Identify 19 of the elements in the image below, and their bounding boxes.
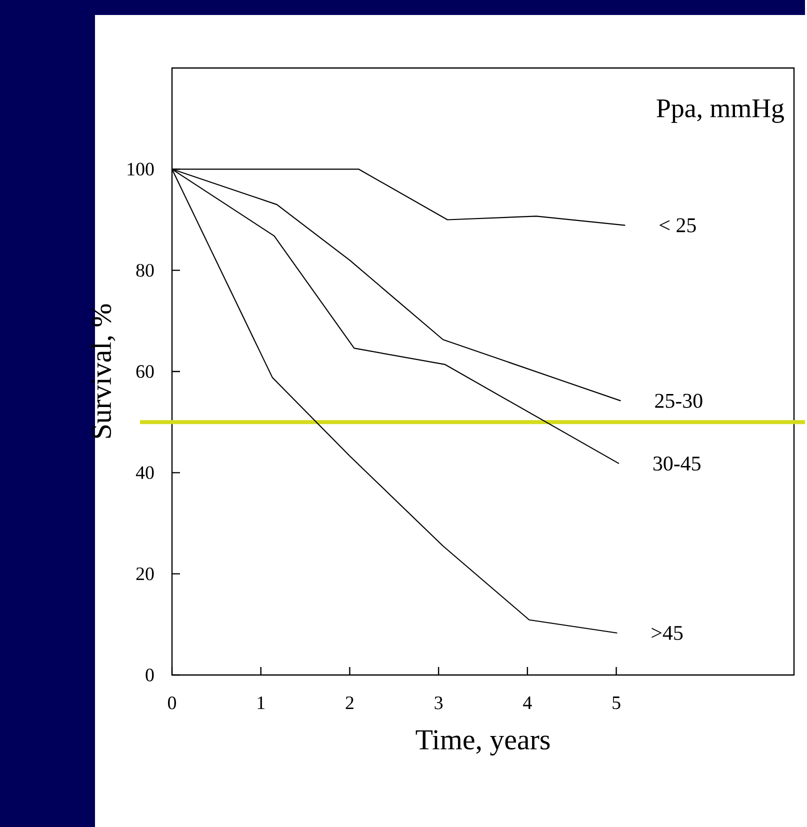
x-tick-label: 2	[346, 696, 354, 710]
x-tick-label: 1	[258, 696, 264, 710]
x-tick-label: 3	[434, 696, 443, 710]
y-tick-label: 20	[136, 567, 154, 580]
y-tick-label: 80	[136, 264, 154, 277]
y-tick-label: 40	[136, 466, 154, 480]
y-tick-label: 60	[136, 365, 154, 378]
series-label: >45	[652, 626, 683, 640]
y-tick-label: 100	[128, 162, 154, 176]
series-label: 30-45	[653, 456, 700, 471]
series-label: < 25	[660, 218, 696, 232]
x-axis-title: Time, years	[416, 730, 550, 756]
y-axis-title: Survival, %	[90, 304, 116, 438]
x-tick-label: 4	[523, 696, 532, 709]
x-tick-label: 5	[612, 696, 620, 710]
legend-title: Ppa, mmHg	[656, 100, 784, 123]
series-label: 25-30	[655, 394, 702, 408]
y-tick-label: 0	[146, 668, 154, 682]
x-tick-label: 0	[168, 696, 176, 710]
